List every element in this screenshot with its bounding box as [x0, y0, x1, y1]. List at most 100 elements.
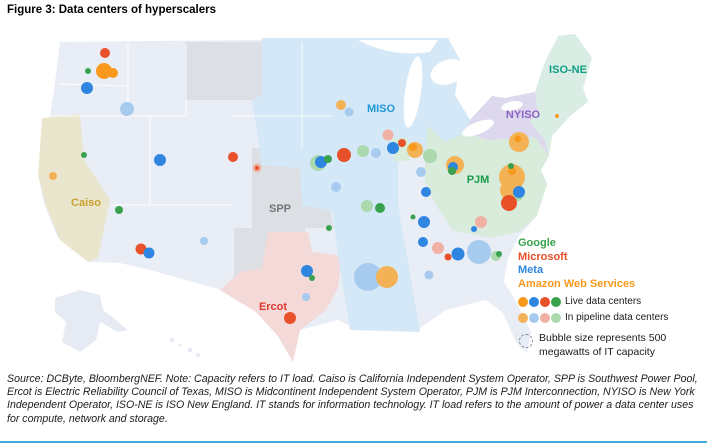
live-dots: [518, 296, 561, 307]
bubble-microsoft-live: [337, 148, 351, 162]
bubble-microsoft-pipeline: [475, 216, 487, 228]
legend-dot-aws-live: [518, 296, 528, 307]
bubble-google-live: [309, 275, 315, 281]
bottom-rule: [0, 441, 707, 443]
bubble-google-live: [375, 203, 385, 213]
great-lakes: [358, 40, 523, 137]
bubble-meta-pipeline: [302, 293, 310, 301]
region-label-ercot: Ercot: [259, 301, 287, 313]
bubble-meta-pipeline: [344, 107, 354, 117]
region-spp-north: [185, 42, 262, 100]
bubble-google-live: [81, 152, 87, 158]
alaska-shape: [55, 290, 128, 352]
live-legend-row: Live data centers: [518, 296, 704, 307]
bubble-google-pipeline: [361, 200, 373, 212]
pipeline-legend-row: In pipeline data centers: [518, 312, 704, 323]
region-pjm: [425, 126, 549, 238]
bubble-meta-pipeline: [424, 270, 434, 280]
legend-company-meta: Meta: [518, 264, 544, 276]
bubble-meta-pipeline: [331, 182, 341, 192]
bubble-aws-live: [409, 143, 417, 151]
bubble-aws-live: [514, 135, 522, 143]
legend-dot-microsoft-live: [540, 296, 550, 307]
bubble-meta-live: [143, 247, 155, 259]
region-nyiso: [465, 92, 549, 156]
region-label-pjm: PJM: [467, 174, 490, 186]
legend-dot-google-live: [551, 296, 561, 307]
bubble-meta-live: [387, 142, 399, 154]
bubble-aws-live: [96, 63, 112, 79]
bubble-google-live: [324, 155, 332, 163]
bubble-meta-live: [451, 247, 465, 261]
region-caiso: [38, 114, 110, 262]
bubble-microsoft-pipeline: [382, 129, 394, 141]
bubble-microsoft-live: [255, 166, 259, 170]
state-borders: [40, 42, 332, 206]
bubble-microsoft-live: [444, 253, 452, 261]
bubble-meta-live: [81, 82, 93, 94]
bubble-size-circle-icon: [519, 334, 533, 348]
legend-dot-google-pipeline: [551, 312, 561, 323]
bubble-google-live: [508, 163, 514, 169]
legend-company-google: Google: [518, 237, 556, 249]
legend-dot-meta-live: [529, 296, 539, 307]
figure-title: Figure 3: Data centers of hyperscalers: [7, 4, 216, 16]
legend-company-microsoft: Microsoft: [518, 250, 568, 263]
bubble-aws-pipeline: [49, 172, 57, 180]
bubble-aws-live: [508, 167, 516, 175]
bubble-aws-live: [108, 68, 118, 78]
region-label-spp: SPP: [269, 203, 291, 215]
hawaii-islands: [170, 338, 200, 357]
bubble-size-legend: Bubble size represents 500 megawatts of …: [518, 332, 704, 359]
region-labels-layer: Caiso SPP Ercot MISO PJM NYISO ISO-NE: [71, 64, 587, 313]
bubble-google-live: [326, 225, 332, 231]
bubble-aws-live: [555, 114, 559, 118]
bubble-meta-pipeline: [416, 167, 426, 177]
bubble-size-note: Bubble size represents 500 megawatts of …: [539, 332, 667, 358]
region-label-isone: ISO-NE: [549, 64, 587, 76]
bubble-meta-live: [301, 265, 313, 277]
source-note: Source: DCByte, BloombergNEF. Note: Capa…: [7, 373, 698, 425]
bubble-microsoft-live: [501, 195, 517, 211]
bubble-microsoft-live: [100, 48, 110, 58]
region-ercot: [220, 232, 342, 362]
bubble-meta-pipeline: [200, 237, 208, 245]
company-legend: Google Microsoft Meta Amazon Web Services: [518, 237, 704, 291]
bubbles-layer: [49, 48, 559, 324]
bubble-aws-pipeline: [376, 266, 398, 288]
legend-dot-meta-pipeline: [529, 312, 539, 323]
region-label-nyiso: NYISO: [506, 109, 541, 121]
bubble-meta-live: [154, 154, 166, 166]
legend-dot-microsoft-pipeline: [540, 312, 550, 323]
legend-dot-aws-pipeline: [518, 312, 528, 323]
bubble-meta-live: [471, 226, 477, 232]
bubble-microsoft-live: [284, 312, 296, 324]
bubble-meta-pipeline: [120, 102, 134, 116]
live-legend-label: Live data centers: [565, 296, 642, 307]
pipeline-dots: [518, 312, 561, 323]
bubble-google-live: [448, 167, 456, 175]
bubble-google-pipeline: [423, 149, 437, 163]
bubble-microsoft-live: [228, 152, 238, 162]
bubble-meta-live: [513, 186, 525, 198]
bubble-meta-live: [421, 187, 431, 197]
region-isone: [530, 34, 592, 156]
bubble-microsoft-live: [398, 139, 406, 147]
legend-company-aws: Amazon Web Services: [518, 277, 636, 290]
pipeline-legend-label: In pipeline data centers: [565, 312, 669, 323]
bubble-google-live: [410, 214, 416, 220]
bubble-meta-live: [418, 237, 428, 247]
region-label-caiso: Caiso: [71, 197, 101, 209]
bubble-aws-pipeline: [336, 100, 346, 110]
bubble-meta-live: [418, 216, 430, 228]
region-label-miso: MISO: [367, 103, 396, 115]
bubble-meta-pipeline: [354, 263, 382, 291]
bubble-meta-pipeline: [371, 148, 381, 158]
legend: Google Microsoft Meta Amazon Web Services L…: [518, 237, 704, 359]
bubble-meta-pipeline: [467, 240, 491, 264]
bubble-google-pipeline: [357, 145, 369, 157]
bubble-google-live: [115, 206, 123, 214]
bubble-microsoft-pipeline: [432, 242, 444, 254]
